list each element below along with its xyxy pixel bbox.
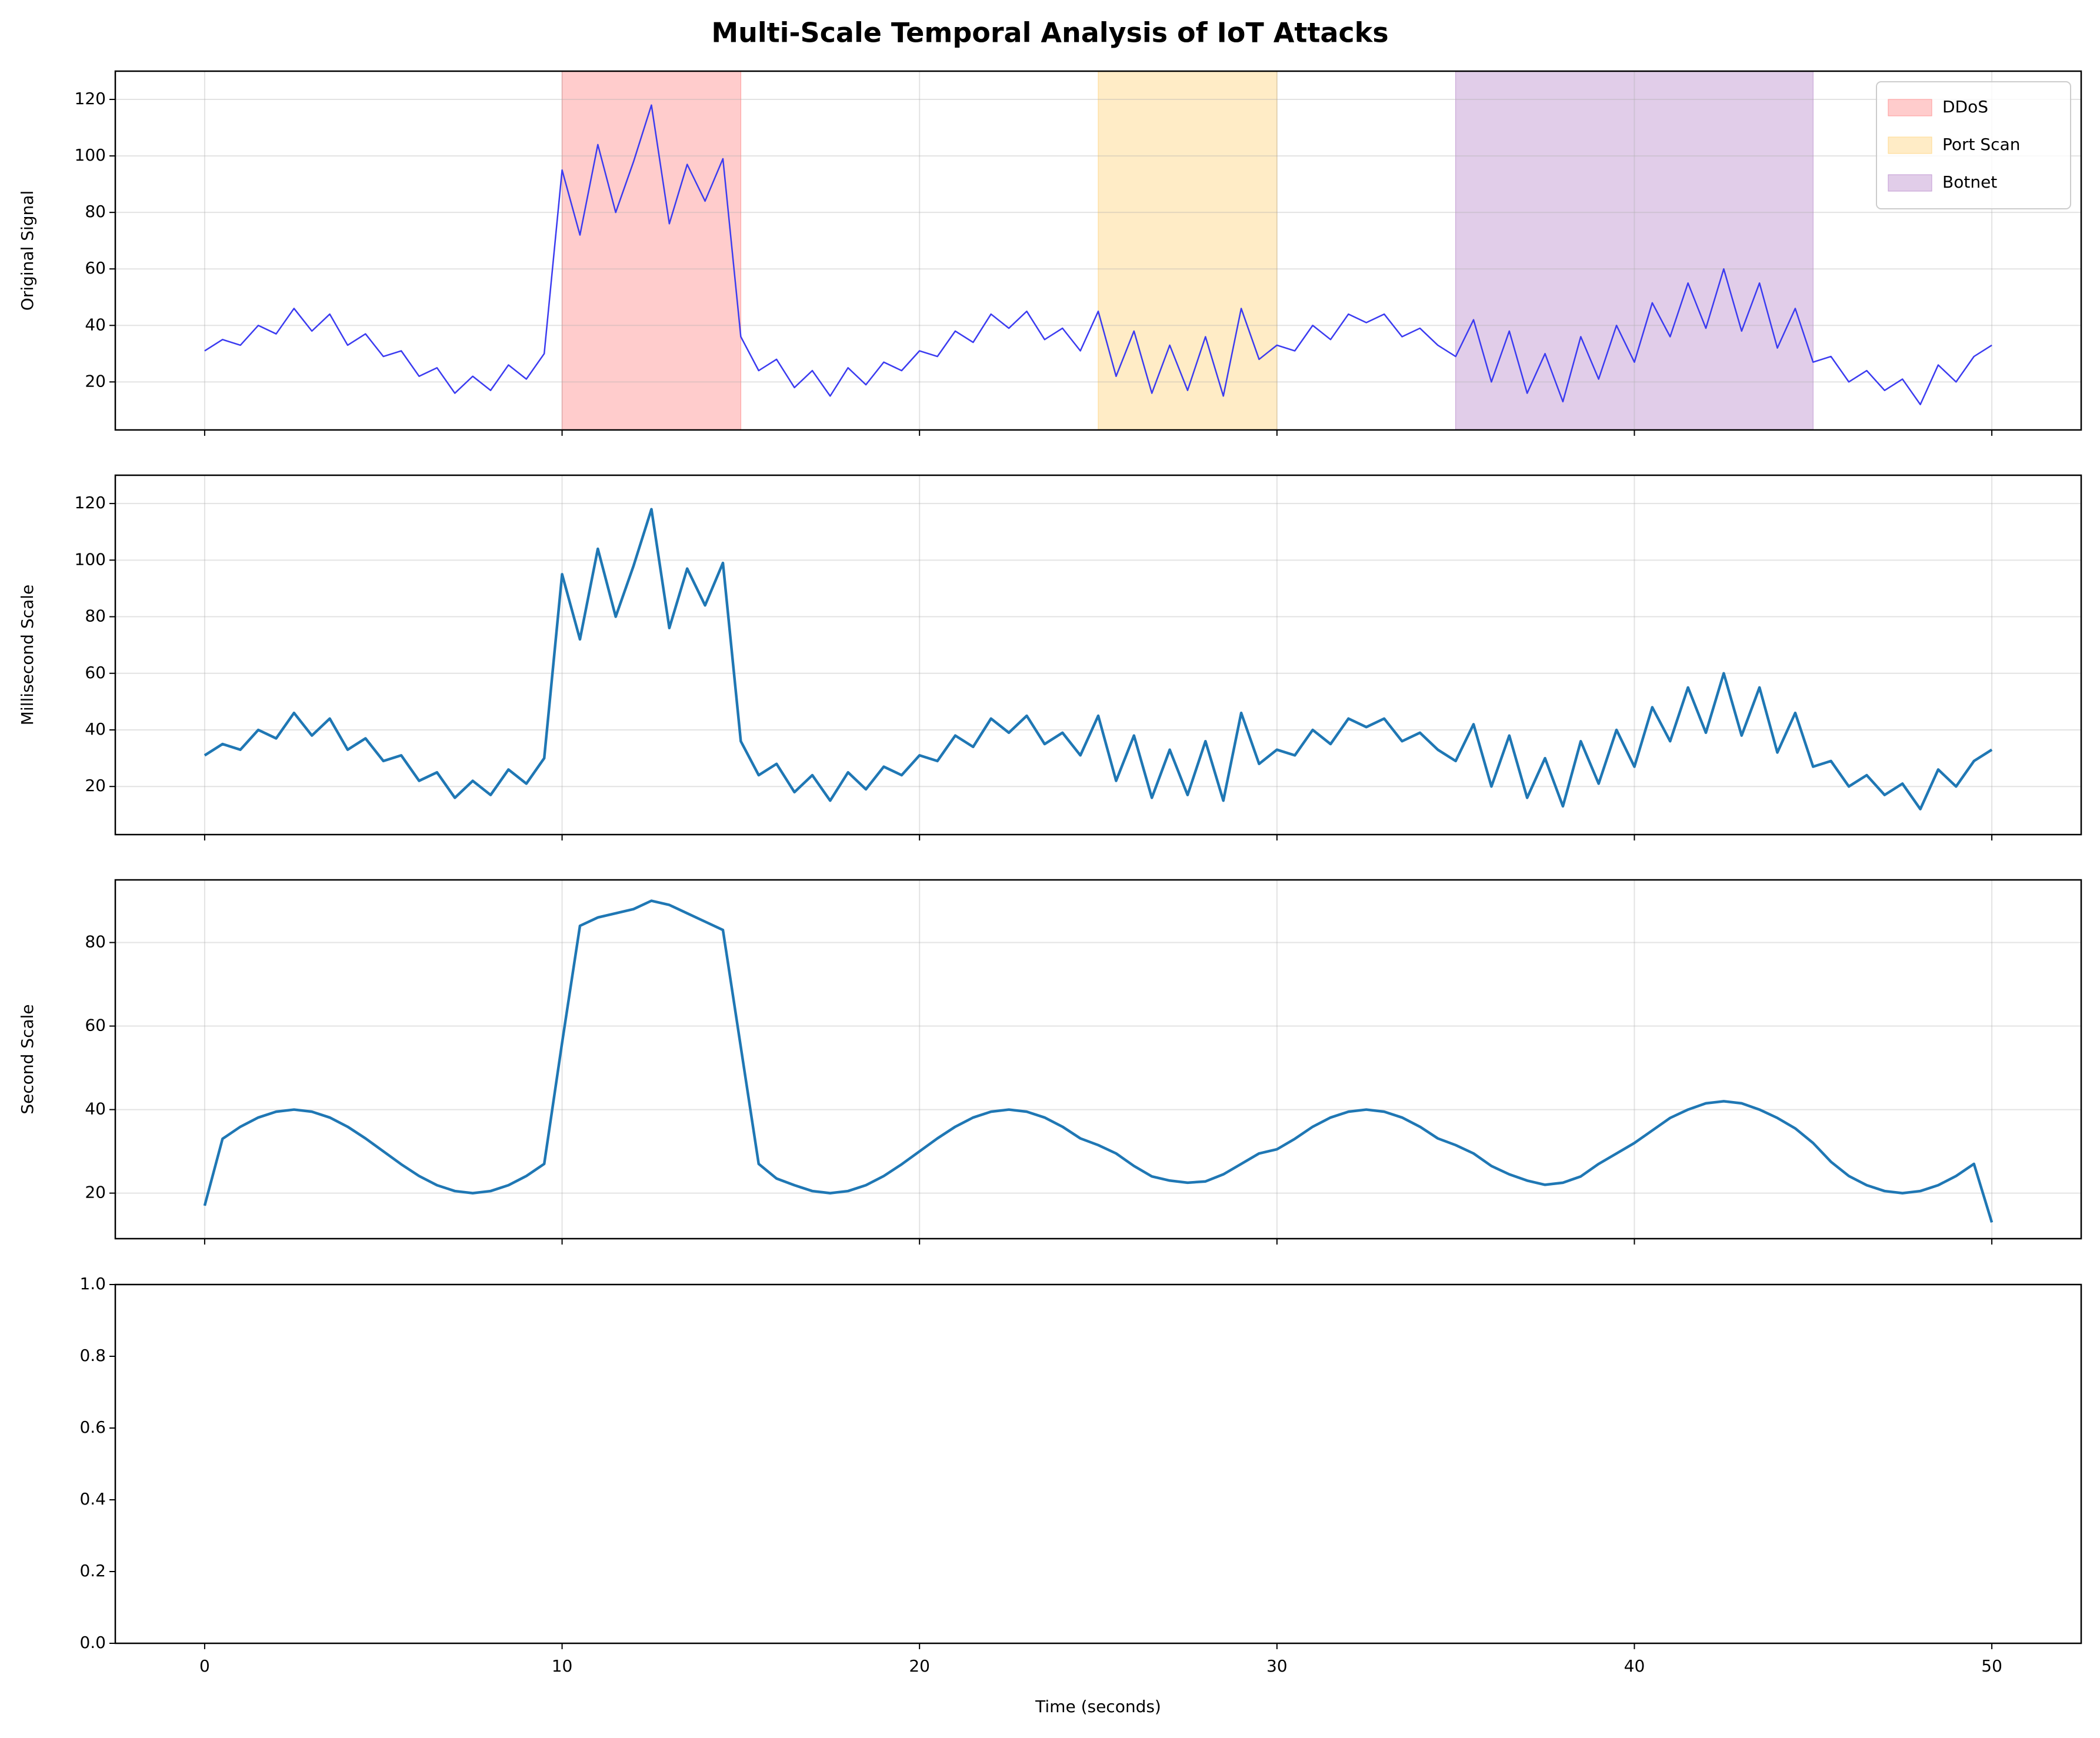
series-line bbox=[204, 104, 1992, 406]
y-tick-label: 1.0 bbox=[79, 1274, 106, 1293]
x-tick-label: 10 bbox=[552, 1656, 573, 1676]
axes-frame bbox=[114, 70, 2082, 431]
y-tick-label: 60 bbox=[85, 663, 106, 682]
series-line bbox=[204, 508, 1993, 810]
legend-swatch bbox=[1888, 99, 1932, 116]
y-tick-label: 20 bbox=[85, 371, 106, 391]
y-tick-label: 80 bbox=[85, 606, 106, 626]
y-axis-label: Original Signal bbox=[18, 191, 37, 311]
x-tick-label: 0 bbox=[199, 1656, 210, 1676]
y-tick-label: 120 bbox=[75, 493, 106, 512]
y-tick-label: 0.4 bbox=[79, 1489, 106, 1509]
legend-label: Botnet bbox=[1942, 172, 1997, 192]
y-tick-label: 0.0 bbox=[79, 1633, 106, 1652]
attack-span bbox=[1098, 71, 1278, 431]
y-axis-label: Second Scale bbox=[18, 1004, 37, 1114]
legend-label: Port Scan bbox=[1942, 135, 2020, 154]
legend-label: DDoS bbox=[1942, 97, 1988, 116]
attack-span bbox=[562, 71, 741, 431]
series-line bbox=[203, 899, 1994, 1223]
y-axis-label: Millisecond Scale bbox=[18, 585, 37, 725]
x-tick-label: 50 bbox=[1981, 1656, 2002, 1676]
axes-frame bbox=[114, 1283, 2082, 1644]
y-tick-label: 20 bbox=[85, 776, 106, 795]
y-tick-label: 60 bbox=[85, 1016, 106, 1035]
y-tick-label: 0.2 bbox=[79, 1561, 106, 1580]
y-tick-label: 80 bbox=[85, 932, 106, 952]
y-tick-label: 120 bbox=[75, 89, 106, 108]
axes-frame bbox=[114, 879, 2082, 1240]
figure-title: Multi-Scale Temporal Analysis of IoT Att… bbox=[711, 17, 1388, 49]
attack-span bbox=[1455, 71, 1814, 431]
x-tick-label: 30 bbox=[1266, 1656, 1288, 1676]
y-tick-label: 80 bbox=[85, 202, 106, 221]
y-tick-label: 0.6 bbox=[79, 1417, 106, 1437]
x-tick-label: 20 bbox=[909, 1656, 930, 1676]
x-axis-label: Time (seconds) bbox=[1035, 1697, 1161, 1716]
y-tick-label: 0.8 bbox=[79, 1346, 106, 1365]
y-tick-label: 20 bbox=[85, 1183, 106, 1202]
y-tick-label: 100 bbox=[75, 549, 106, 569]
axes-frame bbox=[114, 474, 2082, 836]
y-tick-label: 40 bbox=[85, 315, 106, 334]
x-tick-label: 40 bbox=[1624, 1656, 1645, 1676]
y-tick-label: 40 bbox=[85, 1099, 106, 1119]
y-tick-label: 100 bbox=[75, 145, 106, 165]
legend-swatch bbox=[1888, 174, 1932, 192]
y-tick-label: 60 bbox=[85, 258, 106, 278]
y-tick-label: 40 bbox=[85, 719, 106, 739]
legend-swatch bbox=[1888, 136, 1932, 154]
